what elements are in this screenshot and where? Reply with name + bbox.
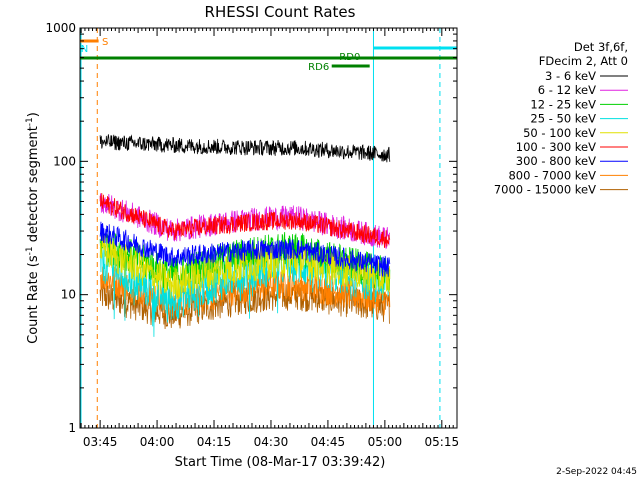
- x-tick-label: 05:00: [368, 435, 403, 449]
- rd6-label: RD6: [308, 62, 329, 73]
- x-axis: 03:45 04:00 04:15 04:30 04:45 05:00 05:15: [80, 28, 460, 449]
- x-tick-label: 04:15: [197, 435, 232, 449]
- y-tick-label: 1000: [45, 21, 76, 35]
- legend-header-1: Det 3f,6f,: [574, 40, 628, 54]
- legend-label: 6 - 12 keV: [538, 83, 596, 97]
- x-tick-label: 04:00: [140, 435, 175, 449]
- x-tick-label: 03:45: [83, 435, 118, 449]
- night-label: N: [81, 44, 88, 55]
- legend-label: 3 - 6 keV: [545, 69, 596, 83]
- legend-label: 50 - 100 keV: [523, 126, 596, 140]
- series-line: [99, 240, 391, 337]
- legend-label: 800 - 7000 keV: [508, 168, 596, 182]
- saa-label: S: [102, 37, 108, 48]
- series-line: [99, 134, 391, 163]
- y-tick-label: 10: [61, 288, 76, 302]
- legend-label: 300 - 800 keV: [516, 154, 596, 168]
- y-tick-label: 100: [53, 154, 76, 168]
- y-tick-label: 1: [68, 421, 76, 435]
- series-line: [99, 221, 391, 278]
- y-axis-label: Count Rate (s-1 detector segment-1): [25, 112, 41, 344]
- y-axis: 1 10 100 1000: [45, 21, 457, 435]
- x-axis-label: Start Time (08-Mar-17 03:39:42): [175, 455, 386, 470]
- plot-area: S N RD0 RD6: [79, 28, 457, 428]
- legend-label: 12 - 25 keV: [530, 97, 596, 111]
- x-tick-label: 05:15: [425, 435, 460, 449]
- legend-label: 100 - 300 keV: [516, 140, 596, 154]
- series-line: [99, 234, 391, 300]
- rd0-label: RD0: [339, 52, 360, 63]
- legend-header-2: FDecim 2, Att 0: [539, 54, 628, 68]
- x-tick-label: 04:30: [254, 435, 289, 449]
- legend-label: 25 - 50 keV: [530, 112, 596, 126]
- x-tick-label: 04:45: [311, 435, 346, 449]
- series-line: [99, 192, 391, 248]
- plot-frame: [79, 27, 458, 429]
- legend-label: 7000 - 15000 keV: [494, 183, 596, 197]
- timestamp: 2-Sep-2022 04:45: [556, 467, 637, 477]
- chart-title: RHESSI Count Rates: [205, 3, 356, 21]
